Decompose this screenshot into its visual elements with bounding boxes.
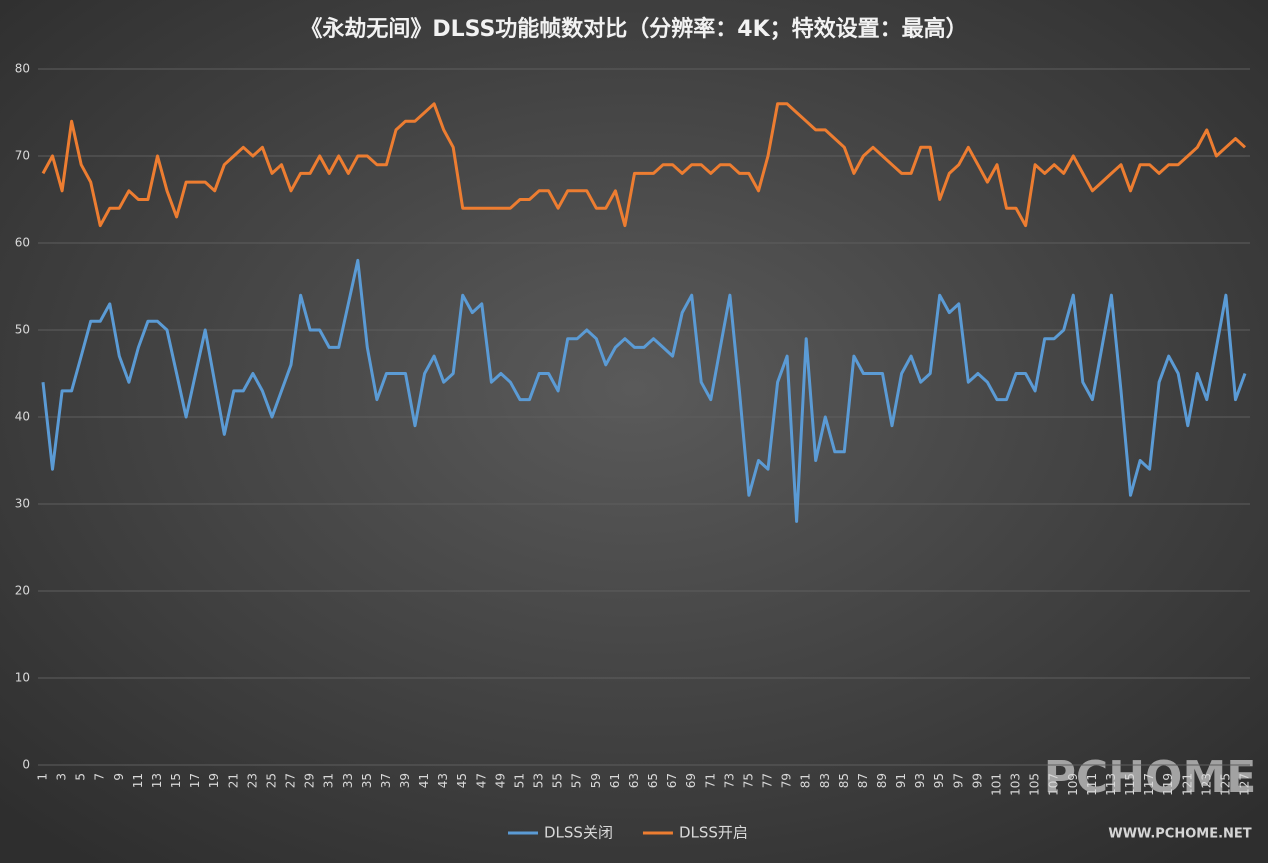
- x-tick-label: 43: [436, 773, 450, 788]
- x-tick-label: 93: [913, 773, 927, 788]
- y-tick-label: 60: [15, 236, 30, 250]
- x-tick-label: 41: [417, 773, 431, 788]
- x-tick-label: 35: [360, 773, 374, 788]
- x-tick-label: 51: [512, 773, 526, 788]
- x-tick-label: 33: [341, 773, 355, 788]
- y-tick-label: 40: [15, 410, 30, 424]
- x-tick-label: 55: [551, 773, 565, 788]
- watermark-url: WWW.PCHOME.NET: [1108, 827, 1251, 842]
- x-tick-label: 127: [1238, 773, 1252, 796]
- x-tick-label: 101: [989, 773, 1003, 796]
- x-tick-label: 11: [131, 773, 145, 788]
- x-tick-label: 95: [932, 773, 946, 788]
- x-tick-label: 123: [1199, 773, 1213, 796]
- x-tick-label: 81: [799, 773, 813, 788]
- chart-title: 《永劫无间》DLSS功能帧数对比（分辨率：4K；特效设置：最高）: [300, 16, 967, 42]
- watermark-logo: PCHOME: [1044, 752, 1257, 803]
- y-tick-label: 0: [22, 758, 30, 772]
- x-tick-label: 119: [1161, 773, 1175, 796]
- x-tick-label: 15: [169, 773, 183, 788]
- x-tick-label: 69: [684, 773, 698, 788]
- x-tick-label: 65: [646, 773, 660, 788]
- x-tick-label: 1: [36, 773, 50, 781]
- legend-label: DLSS关闭: [544, 824, 613, 842]
- x-tick-label: 97: [951, 773, 965, 788]
- y-tick-label: 30: [15, 497, 30, 511]
- x-tick-label: 57: [570, 773, 584, 788]
- x-tick-label: 47: [474, 773, 488, 788]
- x-tick-label: 31: [322, 773, 336, 788]
- x-tick-label: 27: [284, 773, 298, 788]
- legend-label: DLSS开启: [679, 824, 748, 842]
- x-tick-label: 19: [207, 773, 221, 788]
- x-tick-label: 53: [532, 773, 546, 788]
- x-tick-label: 85: [837, 773, 851, 788]
- x-tick-label: 91: [894, 773, 908, 788]
- x-tick-label: 109: [1066, 773, 1080, 796]
- x-tick-label: 73: [722, 773, 736, 788]
- x-tick-label: 77: [761, 773, 775, 788]
- y-tick-label: 50: [15, 323, 30, 337]
- y-tick-label: 80: [15, 62, 30, 76]
- x-tick-label: 59: [589, 773, 603, 788]
- x-tick-label: 61: [608, 773, 622, 788]
- x-tick-label: 21: [226, 773, 240, 788]
- x-tick-label: 25: [264, 773, 278, 788]
- x-tick-label: 121: [1180, 773, 1194, 796]
- x-tick-label: 37: [379, 773, 393, 788]
- x-tick-label: 5: [74, 773, 88, 781]
- x-tick-label: 87: [856, 773, 870, 788]
- x-tick-label: 83: [818, 773, 832, 788]
- x-tick-label: 75: [741, 773, 755, 788]
- x-tick-label: 49: [493, 773, 507, 788]
- x-tick-label: 89: [875, 773, 889, 788]
- x-tick-label: 45: [455, 773, 469, 788]
- line-series: [41, 102, 1247, 228]
- x-tick-label: 3: [55, 773, 69, 781]
- y-tick-label: 20: [15, 584, 30, 598]
- y-tick-label: 10: [15, 671, 30, 685]
- x-tick-label: 13: [150, 773, 164, 788]
- x-tick-label: 107: [1047, 773, 1061, 796]
- x-tick-label: 79: [780, 773, 794, 788]
- x-tick-label: 23: [245, 773, 259, 788]
- x-tick-label: 105: [1028, 773, 1042, 796]
- x-tick-label: 103: [1009, 773, 1023, 796]
- x-tick-label: 29: [303, 773, 317, 788]
- x-tick-label: 39: [398, 773, 412, 788]
- x-tick-label: 125: [1218, 773, 1232, 796]
- x-tick-label: 71: [703, 773, 717, 788]
- x-tick-label: 117: [1142, 773, 1156, 796]
- x-tick-label: 99: [970, 773, 984, 788]
- x-tick-label: 17: [188, 773, 202, 788]
- y-tick-label: 70: [15, 149, 30, 163]
- line-series: [41, 258, 1247, 523]
- x-tick-label: 9: [112, 773, 126, 781]
- x-tick-label: 115: [1123, 773, 1137, 796]
- x-tick-label: 7: [93, 773, 107, 781]
- x-tick-label: 113: [1104, 773, 1118, 796]
- x-tick-label: 63: [627, 773, 641, 788]
- x-tick-label: 67: [665, 773, 679, 788]
- x-tick-label: 111: [1085, 773, 1099, 796]
